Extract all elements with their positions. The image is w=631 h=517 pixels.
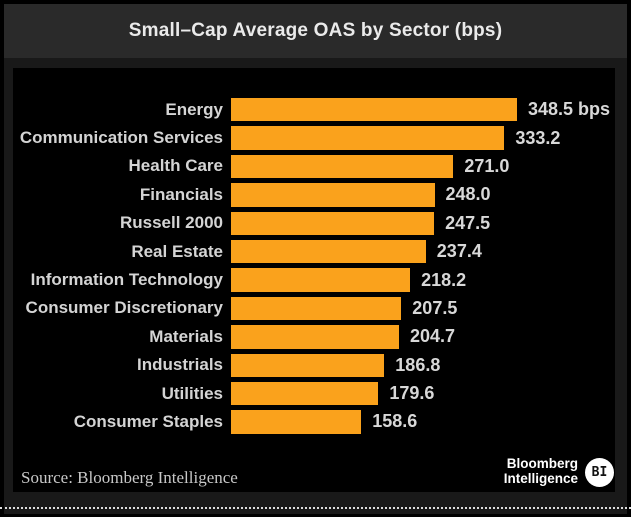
bar [231,183,435,207]
source-note: Source: Bloomberg Intelligence [21,468,238,487]
category-label: Real Estate [131,241,223,261]
category-label: Utilities [161,383,223,403]
chart-title: Small–Cap Average OAS by Sector (bps) [128,20,503,41]
bar-row: Financials 248.0 [13,183,615,207]
chart-title-bar: Small–Cap Average OAS by Sector (bps) [4,4,627,58]
bar-row: Industrials 186.8 [13,353,615,377]
category-label: Consumer Staples [73,411,223,431]
value-label: 186.8 [395,354,441,375]
bars-container: Energy 348.5 bps Communication Services 333… [13,98,615,439]
value-label: 348.5 bps [528,99,611,120]
value-label: 204.7 [410,326,456,347]
value-label: 237.4 [436,241,482,262]
value-label: 207.5 [412,297,458,318]
value-label: 247.5 [445,212,491,233]
bar [231,154,454,179]
bar-row: Consumer Discretionary 207.5 [13,296,615,321]
bar [231,98,517,122]
bar [231,353,385,377]
value-label: 333.2 [515,127,561,148]
chart-background: Small–Cap Average OAS by Sector (bps) En… [4,4,627,514]
logo-line2: Intelligence [503,471,578,487]
bar [231,381,379,406]
category-label: Information Technology [30,270,223,290]
category-label: Russell 2000 [119,213,223,233]
bar [231,325,399,349]
category-label: Materials [149,326,223,346]
bar-row: Materials 204.7 [13,325,615,349]
value-label: 179.6 [389,383,435,404]
value-label: 248.0 [445,184,491,205]
bar-row: Energy 348.5 bps [13,98,615,122]
bi-badge-icon: BI [585,457,614,487]
bar [231,410,362,434]
value-label: 158.6 [372,411,418,432]
category-label: Industrials [137,355,223,375]
bar [231,268,411,292]
category-label: Communication Services [19,128,223,148]
dotted-divider [0,507,631,509]
category-label: Health Care [128,156,223,176]
bar-row: Real Estate 237.4 [13,239,615,264]
logo-line1: Bloomberg [506,456,578,472]
bar-row: Consumer Staples 158.6 [13,410,615,434]
bar-row: Information Technology 218.2 [13,268,615,292]
category-label: Consumer Discretionary [25,298,223,318]
bar-row: Health Care 271.0 [13,154,615,179]
bar-row: Utilities 179.6 [13,381,615,406]
bloomberg-intelligence-logo: Bloomberg Intelligence BI [503,456,614,487]
value-label: 218.2 [421,269,467,290]
value-label: 271.0 [464,155,510,176]
category-label: Financials [139,184,223,204]
plot-area: Energy 348.5 bps Communication Services 333… [13,68,615,492]
bar-row: Communication Services 333.2 [13,126,615,150]
bar [231,239,426,264]
bar [231,126,505,150]
logo-wordmark: Bloomberg Intelligence [503,456,578,487]
bar [231,211,435,235]
bar-row: Russell 2000 247.5 [13,211,615,235]
category-label: Energy [165,99,223,119]
bar [231,296,402,321]
